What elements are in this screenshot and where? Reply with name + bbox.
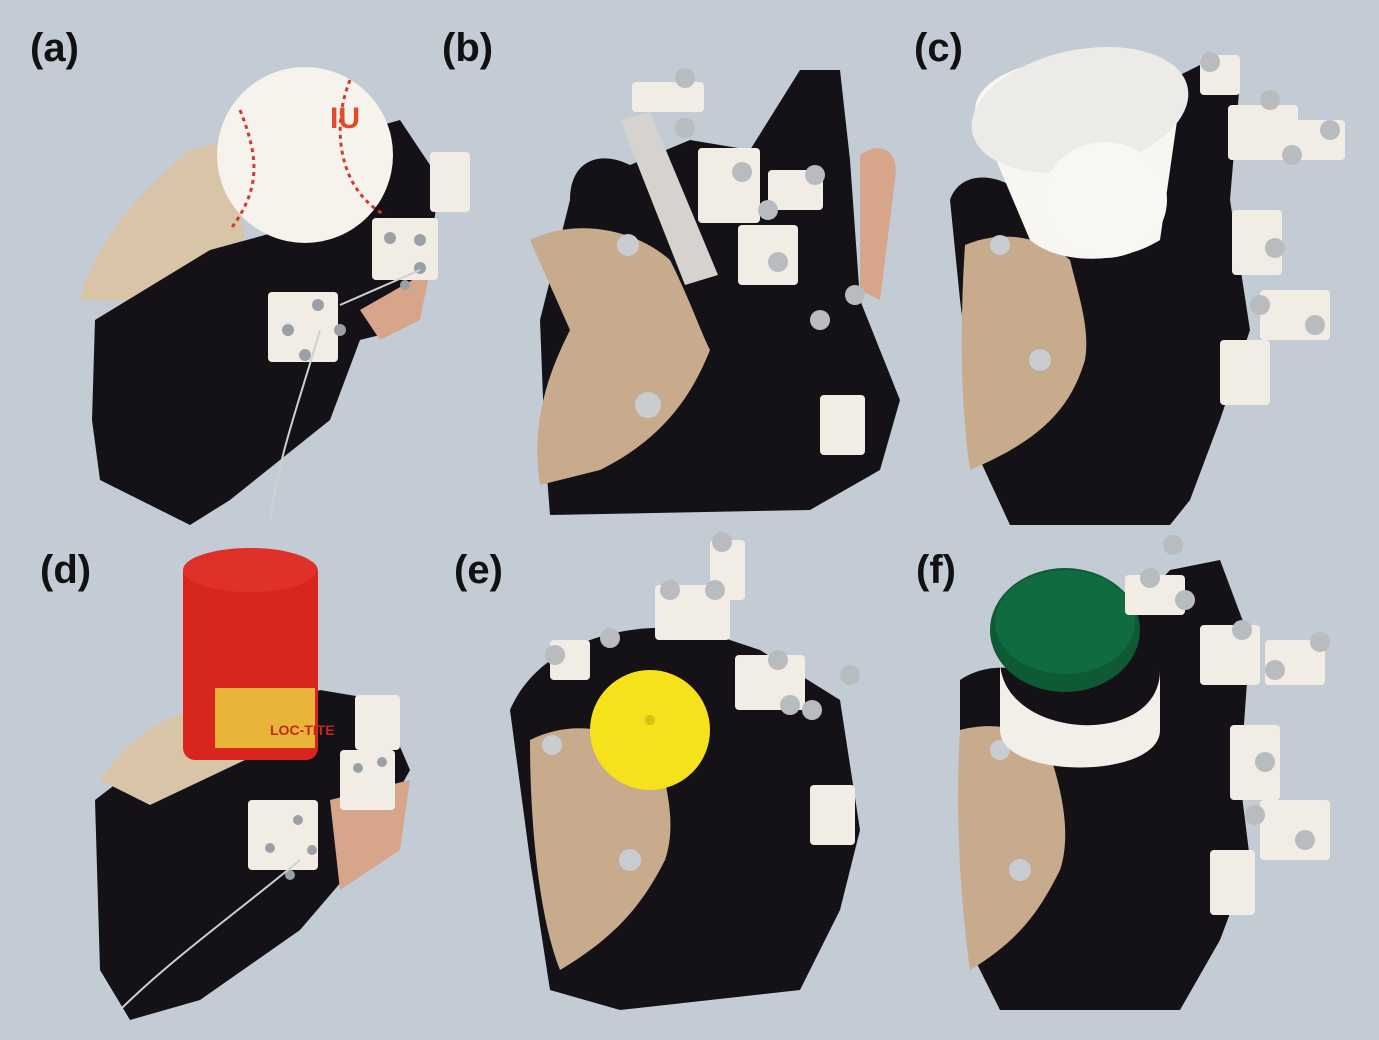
sensor-block xyxy=(1200,55,1345,405)
panel-label: (b) xyxy=(442,26,494,70)
panel-b: (b) xyxy=(442,0,920,530)
can-logo: LOC-TITE xyxy=(270,722,335,738)
panel-label: (f) xyxy=(916,548,956,592)
panel-d-photo: LOC-TITE xyxy=(95,548,410,1020)
markers xyxy=(675,68,865,330)
panel-e: (e) xyxy=(454,530,920,1040)
markers xyxy=(1140,535,1330,850)
screws xyxy=(265,757,387,880)
yellow-cap xyxy=(590,670,710,790)
baseball xyxy=(217,67,393,243)
screws xyxy=(282,232,426,361)
splint xyxy=(958,726,1066,970)
splint xyxy=(530,728,671,970)
panel-label: (d) xyxy=(40,548,92,592)
markers xyxy=(545,532,860,720)
panel-f-photo xyxy=(958,535,1330,1010)
panel-a: IU (a) xyxy=(0,0,470,530)
panel-f: (f) xyxy=(916,530,1379,1040)
panel-b-photo xyxy=(530,68,900,515)
baseball-logo: IU xyxy=(330,102,360,135)
panel-label: (a) xyxy=(30,26,79,70)
panel-d: LOC-TITE (d) xyxy=(0,530,460,1040)
splint xyxy=(961,236,1087,470)
markers xyxy=(1200,52,1340,335)
panel-e-photo xyxy=(510,532,860,1010)
panel-c-photo xyxy=(950,47,1345,525)
panel-label: (c) xyxy=(914,26,963,70)
splint xyxy=(530,228,710,486)
jar xyxy=(1000,660,1160,768)
glove xyxy=(92,200,430,525)
flat-card xyxy=(620,112,718,285)
panel-a-photo: IU xyxy=(80,67,470,525)
panel-label: (e) xyxy=(454,548,503,592)
panel-c: (c) xyxy=(914,0,1379,530)
